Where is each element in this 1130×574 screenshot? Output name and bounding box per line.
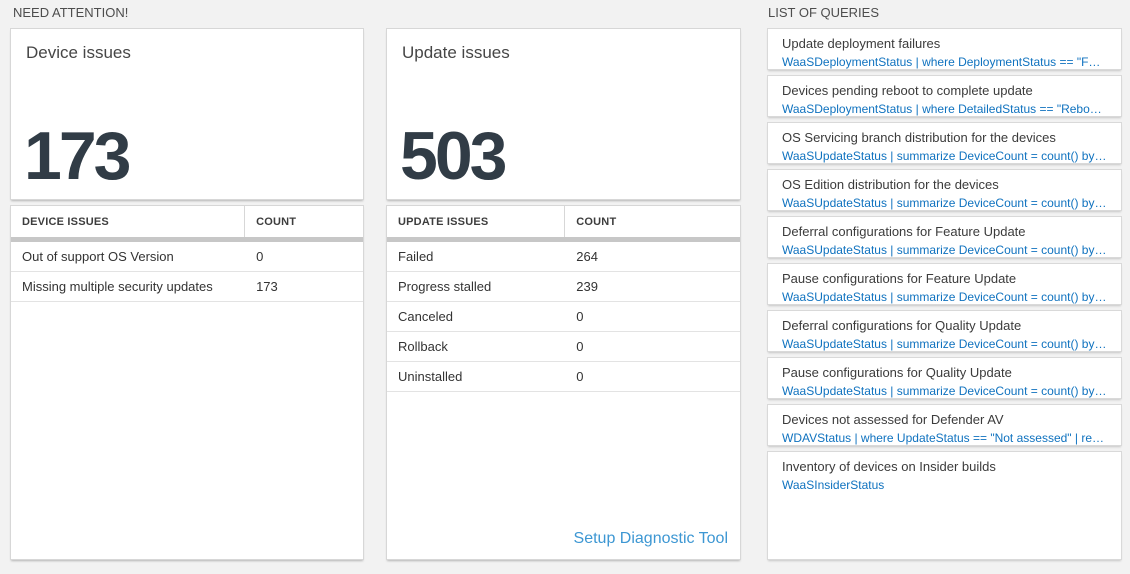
- list-of-queries-section-title: LIST OF QUERIES: [768, 5, 880, 20]
- query-item-pause-feature-update[interactable]: Pause configurations for Feature Update …: [767, 263, 1122, 305]
- need-attention-section-title: NEED ATTENTION!: [13, 5, 129, 20]
- query-text: WaaSUpdateStatus | summarize DeviceCount…: [782, 289, 1107, 304]
- issue-count: 0: [256, 249, 264, 264]
- issue-count: 173: [256, 279, 278, 294]
- query-text: WaaSDeploymentStatus | where DeploymentS…: [782, 54, 1107, 69]
- table-header-divider-bar: [11, 237, 363, 242]
- issue-label: Failed: [398, 249, 434, 264]
- issue-count: 264: [576, 249, 598, 264]
- query-title: Deferral configurations for Quality Upda…: [782, 318, 1022, 333]
- update-issues-column-header: UPDATE ISSUES: [387, 206, 566, 237]
- query-title: Update deployment failures: [782, 36, 941, 51]
- table-row[interactable]: Missing multiple security updates 173: [11, 272, 363, 302]
- setup-diagnostic-tool-link[interactable]: Setup Diagnostic Tool: [573, 530, 728, 547]
- device-issues-title: Device issues: [26, 43, 131, 62]
- table-header-divider-bar: [387, 237, 740, 242]
- query-item-devices-not-assessed-defender[interactable]: Devices not assessed for Defender AV WDA…: [767, 404, 1122, 446]
- update-issues-table-header: UPDATE ISSUES COUNT: [387, 206, 740, 237]
- table-row[interactable]: Canceled 0: [387, 302, 740, 332]
- table-row[interactable]: Failed 264: [387, 242, 740, 272]
- query-item-deferral-quality-update[interactable]: Deferral configurations for Quality Upda…: [767, 310, 1122, 352]
- update-issues-title: Update issues: [402, 43, 510, 62]
- query-text: WDAVStatus | where UpdateStatus == "Not …: [782, 430, 1107, 445]
- issue-label: Uninstalled: [398, 369, 463, 384]
- issue-count: 0: [576, 339, 584, 354]
- query-item-update-deployment-failures[interactable]: Update deployment failures WaaSDeploymen…: [767, 28, 1122, 70]
- queries-list: Update deployment failures WaaSDeploymen…: [767, 28, 1122, 560]
- query-title: Deferral configurations for Feature Upda…: [782, 224, 1026, 239]
- update-issues-count: 503: [400, 118, 507, 194]
- device-issues-metric-tile[interactable]: Device issues 173: [10, 28, 364, 200]
- query-title: OS Edition distribution for the devices: [782, 177, 999, 192]
- count-column-header: COUNT: [576, 215, 617, 228]
- table-row[interactable]: Progress stalled 239: [387, 272, 740, 302]
- table-row[interactable]: Uninstalled 0: [387, 362, 740, 392]
- device-issues-table-header: DEVICE ISSUES COUNT: [11, 206, 363, 237]
- query-item-deferral-feature-update[interactable]: Deferral configurations for Feature Upda…: [767, 216, 1122, 258]
- table-row[interactable]: Out of support OS Version 0: [11, 242, 363, 272]
- issue-label: Out of support OS Version: [22, 249, 174, 264]
- device-issues-count: 173: [24, 118, 131, 194]
- issue-label: Canceled: [398, 309, 453, 324]
- issue-count: 0: [576, 309, 584, 324]
- query-item-pause-quality-update[interactable]: Pause configurations for Quality Update …: [767, 357, 1122, 399]
- query-text: WaaSDeploymentStatus | where DetailedSta…: [782, 101, 1107, 116]
- query-title: Devices not assessed for Defender AV: [782, 412, 1004, 427]
- issue-count: 0: [576, 369, 584, 384]
- issue-label: Rollback: [398, 339, 448, 354]
- update-issues-metric-tile[interactable]: Update issues 503: [386, 28, 741, 200]
- device-issues-column-header: DEVICE ISSUES: [11, 206, 246, 237]
- query-title: Devices pending reboot to complete updat…: [782, 83, 1033, 98]
- query-text: WaaSUpdateStatus | summarize DeviceCount…: [782, 242, 1107, 257]
- query-title: Pause configurations for Quality Update: [782, 365, 1012, 380]
- query-text: WaaSUpdateStatus | summarize DeviceCount…: [782, 148, 1107, 163]
- table-row[interactable]: Rollback 0: [387, 332, 740, 362]
- query-item-os-edition-distribution[interactable]: OS Edition distribution for the devices …: [767, 169, 1122, 211]
- query-title: OS Servicing branch distribution for the…: [782, 130, 1056, 145]
- device-issues-table: DEVICE ISSUES COUNT Out of support OS Ve…: [10, 205, 364, 560]
- query-text: WaaSUpdateStatus | summarize DeviceCount…: [782, 383, 1107, 398]
- query-item-devices-pending-reboot[interactable]: Devices pending reboot to complete updat…: [767, 75, 1122, 117]
- count-column-header: COUNT: [256, 215, 297, 228]
- query-title: Inventory of devices on Insider builds: [782, 459, 996, 474]
- query-text: WaaSUpdateStatus | summarize DeviceCount…: [782, 336, 1107, 351]
- issue-label: Missing multiple security updates: [22, 279, 213, 294]
- query-item-inventory-insider-builds[interactable]: Inventory of devices on Insider builds W…: [767, 451, 1122, 560]
- query-text: WaaSUpdateStatus | summarize DeviceCount…: [782, 195, 1107, 210]
- query-item-os-servicing-branch[interactable]: OS Servicing branch distribution for the…: [767, 122, 1122, 164]
- issue-count: 239: [576, 279, 598, 294]
- query-title: Pause configurations for Feature Update: [782, 271, 1017, 286]
- update-issues-table: UPDATE ISSUES COUNT Failed 264 Progress …: [386, 205, 741, 560]
- query-text: WaaSInsiderStatus: [782, 477, 885, 492]
- issue-label: Progress stalled: [398, 279, 492, 294]
